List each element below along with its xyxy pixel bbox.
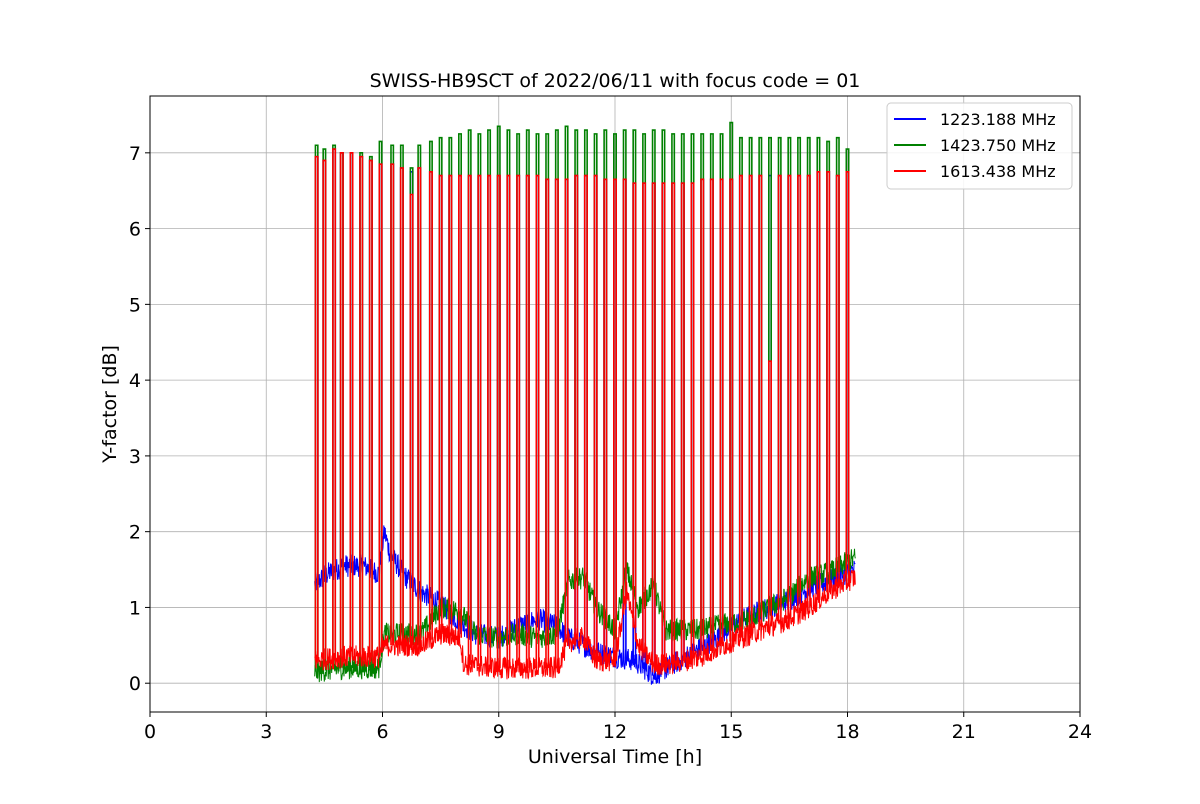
x-axis-label: Universal Time [h] bbox=[528, 746, 702, 768]
legend-label: 1423.750 MHz bbox=[940, 136, 1056, 155]
y-axis-label: Y-factor [dB] bbox=[99, 345, 121, 464]
series-spike bbox=[322, 159, 327, 660]
x-tick-label: 12 bbox=[603, 721, 627, 743]
series-spike bbox=[438, 174, 443, 634]
y-tick-label: 2 bbox=[129, 522, 141, 544]
series-spike bbox=[564, 178, 569, 646]
series-spike bbox=[651, 182, 656, 665]
series-spike bbox=[583, 174, 588, 642]
series-spike bbox=[709, 178, 714, 652]
series-spike bbox=[797, 174, 802, 614]
series-spike bbox=[748, 174, 753, 634]
series-spike bbox=[349, 152, 354, 657]
series-spike bbox=[496, 174, 501, 669]
legend: 1223.188 MHz 1423.750 MHz 1613.438 MHz bbox=[886, 102, 1073, 190]
series-group bbox=[314, 148, 856, 680]
series-spike bbox=[525, 174, 530, 669]
series-spike bbox=[593, 174, 598, 661]
y-tick-label: 4 bbox=[129, 370, 141, 392]
y-tick-label: 3 bbox=[129, 446, 141, 468]
series-spike bbox=[359, 155, 364, 657]
series-spike bbox=[368, 159, 373, 657]
series-spike bbox=[428, 170, 433, 640]
series-spike bbox=[417, 167, 422, 646]
series-spike bbox=[409, 193, 414, 646]
series-spike bbox=[458, 174, 462, 638]
series-spike bbox=[603, 178, 608, 661]
series-spike bbox=[554, 178, 559, 669]
y-tick-label: 7 bbox=[129, 143, 141, 165]
series-spike bbox=[680, 182, 685, 661]
series-spike bbox=[545, 178, 550, 669]
x-tick-label: 15 bbox=[719, 721, 743, 743]
series-spike bbox=[671, 182, 676, 663]
series-spike bbox=[845, 170, 850, 581]
x-tick-label: 9 bbox=[493, 721, 505, 743]
series-layer bbox=[314, 121, 856, 685]
y-tick-label: 0 bbox=[129, 673, 141, 695]
series-spike bbox=[314, 155, 319, 661]
series-spike bbox=[390, 163, 395, 646]
series-spike bbox=[622, 178, 627, 604]
series-spike bbox=[700, 178, 705, 656]
series-spike bbox=[777, 174, 782, 623]
y-tick-label: 1 bbox=[129, 597, 141, 619]
series-spike bbox=[768, 360, 772, 627]
series-spike bbox=[574, 174, 579, 640]
x-tick-label: 6 bbox=[376, 721, 388, 743]
series-spike bbox=[339, 152, 344, 657]
series-spike bbox=[758, 174, 763, 631]
series-spike bbox=[632, 182, 637, 628]
series-spike bbox=[535, 174, 540, 669]
series-spike bbox=[835, 174, 840, 587]
legend-frame bbox=[886, 102, 1073, 190]
x-tick-label: 0 bbox=[144, 721, 156, 743]
series-baseline-line bbox=[314, 570, 856, 680]
series-spike bbox=[816, 170, 821, 600]
x-tick-label: 21 bbox=[952, 721, 976, 743]
series-spike bbox=[661, 182, 666, 665]
legend-label: 1613.438 MHz bbox=[940, 162, 1056, 181]
series-spike bbox=[477, 174, 482, 666]
chart-title: SWISS-HB9SCT of 2022/06/11 with focus co… bbox=[370, 70, 861, 92]
legend-label: 1223.188 MHz bbox=[940, 110, 1056, 129]
series-spike bbox=[506, 174, 511, 669]
series-spike bbox=[806, 174, 811, 608]
series-baseline-line bbox=[314, 525, 856, 685]
series-spike bbox=[332, 148, 337, 658]
series-spike bbox=[467, 174, 472, 665]
x-tick-label: 24 bbox=[1068, 721, 1092, 743]
series-spike bbox=[487, 174, 492, 668]
series-spike bbox=[719, 178, 724, 647]
legend-items: 1223.188 MHz 1423.750 MHz 1613.438 MHz bbox=[894, 110, 1056, 181]
series-spike bbox=[738, 174, 743, 638]
series-spike bbox=[399, 167, 404, 646]
y-tick-label: 6 bbox=[129, 219, 141, 241]
x-tick-label: 18 bbox=[835, 721, 859, 743]
series-spike bbox=[613, 178, 617, 661]
series-spike bbox=[787, 174, 792, 619]
series-spike bbox=[448, 174, 453, 636]
series-spike bbox=[826, 170, 831, 593]
series-spike bbox=[690, 182, 695, 659]
series-spike bbox=[378, 163, 383, 653]
series-spike bbox=[729, 178, 734, 642]
series-spike bbox=[516, 174, 521, 669]
x-tick-label: 3 bbox=[260, 721, 272, 743]
series-spike bbox=[642, 182, 647, 653]
y-tick-label: 5 bbox=[129, 294, 141, 316]
